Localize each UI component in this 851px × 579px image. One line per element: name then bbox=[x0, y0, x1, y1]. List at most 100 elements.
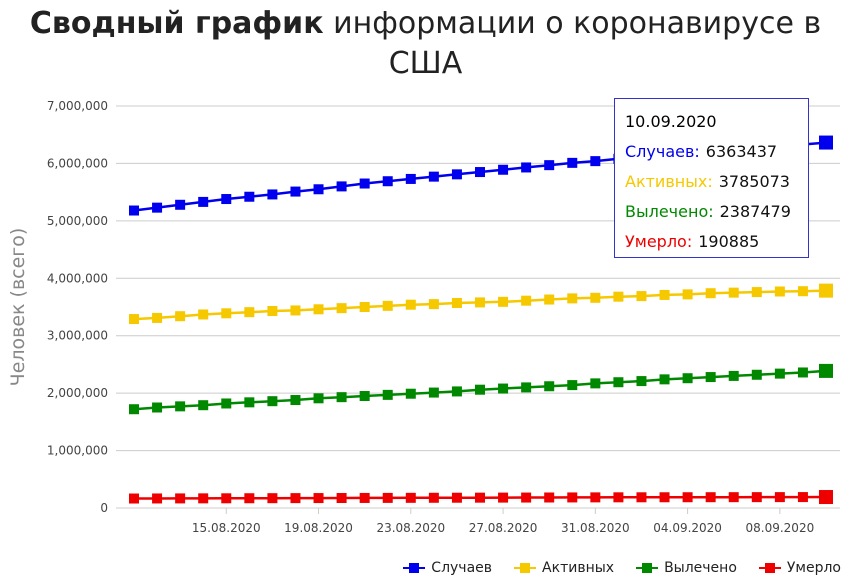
data-point[interactable] bbox=[475, 492, 485, 503]
data-point[interactable] bbox=[728, 370, 739, 381]
data-point[interactable] bbox=[198, 400, 209, 411]
data-point[interactable] bbox=[544, 160, 555, 171]
data-point[interactable] bbox=[129, 404, 139, 415]
data-point[interactable] bbox=[244, 397, 255, 408]
data-point[interactable] bbox=[428, 492, 439, 503]
data-point[interactable] bbox=[774, 368, 785, 379]
data-point[interactable] bbox=[659, 492, 670, 503]
data-point[interactable] bbox=[359, 302, 370, 312]
data-point[interactable] bbox=[751, 492, 762, 503]
data-point[interactable] bbox=[405, 388, 416, 399]
data-point[interactable] bbox=[498, 383, 509, 394]
data-point[interactable] bbox=[797, 286, 808, 297]
data-point[interactable] bbox=[659, 374, 670, 385]
data-point[interactable] bbox=[382, 300, 393, 311]
data-point[interactable] bbox=[544, 492, 555, 503]
data-point[interactable] bbox=[682, 289, 693, 300]
data-point[interactable] bbox=[590, 492, 601, 503]
data-point[interactable] bbox=[498, 492, 509, 503]
data-point[interactable] bbox=[267, 396, 278, 407]
data-point[interactable] bbox=[682, 373, 693, 384]
data-point[interactable] bbox=[797, 367, 808, 378]
data-point[interactable] bbox=[590, 156, 601, 167]
data-point[interactable] bbox=[636, 291, 647, 302]
data-point[interactable] bbox=[152, 312, 163, 323]
data-point[interactable] bbox=[290, 395, 301, 406]
data-point[interactable] bbox=[613, 377, 624, 388]
data-point[interactable] bbox=[382, 389, 393, 400]
legend-item-cases[interactable]: Случаев bbox=[403, 558, 492, 578]
data-point[interactable] bbox=[521, 162, 532, 173]
data-point[interactable] bbox=[152, 402, 163, 413]
data-point[interactable] bbox=[797, 492, 808, 503]
data-point[interactable] bbox=[198, 493, 209, 504]
data-point[interactable] bbox=[382, 492, 393, 503]
data-point[interactable] bbox=[819, 490, 833, 505]
data-point[interactable] bbox=[221, 308, 232, 319]
data-point[interactable] bbox=[152, 493, 163, 504]
data-point[interactable] bbox=[751, 369, 762, 380]
data-point[interactable] bbox=[152, 202, 163, 213]
data-point[interactable] bbox=[267, 306, 278, 317]
data-point[interactable] bbox=[221, 398, 232, 409]
data-point[interactable] bbox=[705, 492, 716, 503]
data-point[interactable] bbox=[451, 492, 462, 503]
data-point[interactable] bbox=[590, 378, 601, 389]
data-point[interactable] bbox=[244, 307, 255, 318]
data-point[interactable] bbox=[175, 199, 186, 210]
data-point[interactable] bbox=[567, 293, 578, 304]
data-point[interactable] bbox=[451, 169, 462, 180]
data-point[interactable] bbox=[774, 286, 785, 297]
data-point[interactable] bbox=[382, 176, 393, 187]
data-point[interactable] bbox=[336, 493, 347, 504]
data-point[interactable] bbox=[475, 297, 485, 308]
data-point[interactable] bbox=[221, 493, 232, 504]
data-point[interactable] bbox=[636, 376, 647, 387]
data-point[interactable] bbox=[290, 305, 301, 316]
data-point[interactable] bbox=[313, 304, 324, 315]
data-point[interactable] bbox=[290, 186, 301, 197]
data-point[interactable] bbox=[267, 493, 278, 504]
data-point[interactable] bbox=[613, 291, 624, 302]
data-point[interactable] bbox=[567, 492, 578, 503]
data-point[interactable] bbox=[475, 384, 485, 395]
data-point[interactable] bbox=[359, 178, 370, 189]
data-point[interactable] bbox=[198, 196, 209, 207]
data-point[interactable] bbox=[544, 294, 555, 305]
data-point[interactable] bbox=[428, 299, 439, 310]
data-point[interactable] bbox=[221, 194, 232, 205]
data-point[interactable] bbox=[359, 492, 370, 503]
data-point[interactable] bbox=[313, 493, 324, 504]
data-point[interactable] bbox=[405, 492, 416, 503]
data-point[interactable] bbox=[659, 289, 670, 300]
data-point[interactable] bbox=[428, 171, 439, 182]
data-point[interactable] bbox=[751, 287, 762, 298]
data-point[interactable] bbox=[359, 391, 370, 402]
data-point[interactable] bbox=[129, 314, 139, 325]
data-point[interactable] bbox=[475, 167, 485, 178]
data-point[interactable] bbox=[175, 493, 186, 504]
data-point[interactable] bbox=[819, 283, 833, 298]
data-point[interactable] bbox=[521, 382, 532, 393]
data-point[interactable] bbox=[336, 181, 347, 192]
data-point[interactable] bbox=[451, 386, 462, 397]
data-point[interactable] bbox=[244, 493, 255, 504]
data-point[interactable] bbox=[498, 164, 509, 175]
data-point[interactable] bbox=[705, 288, 716, 299]
data-point[interactable] bbox=[567, 157, 578, 168]
data-point[interactable] bbox=[267, 189, 278, 200]
data-point[interactable] bbox=[705, 372, 716, 383]
data-point[interactable] bbox=[521, 492, 532, 503]
data-point[interactable] bbox=[129, 205, 139, 216]
data-point[interactable] bbox=[336, 303, 347, 314]
legend-item-deaths[interactable]: Умерло bbox=[758, 558, 841, 578]
data-point[interactable] bbox=[405, 299, 416, 310]
data-point[interactable] bbox=[290, 493, 301, 504]
data-point[interactable] bbox=[244, 191, 255, 202]
data-point[interactable] bbox=[819, 363, 833, 378]
data-point[interactable] bbox=[682, 492, 693, 503]
data-point[interactable] bbox=[313, 393, 324, 404]
data-point[interactable] bbox=[613, 492, 624, 503]
data-point[interactable] bbox=[198, 309, 209, 320]
legend-item-active[interactable]: Активных bbox=[514, 558, 614, 578]
